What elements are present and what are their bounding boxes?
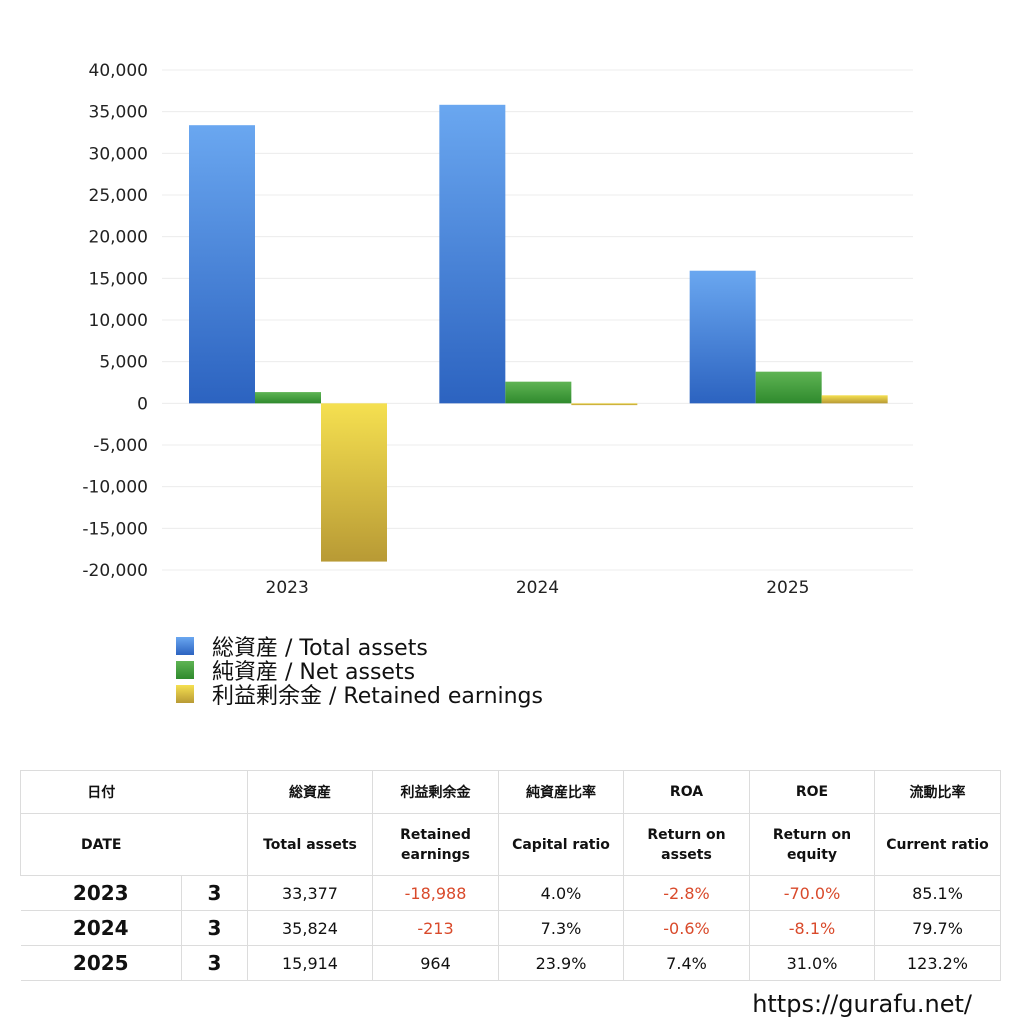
bar-retained-earnings	[321, 403, 387, 562]
bar-total-assets	[189, 125, 255, 404]
cell-month: 3	[181, 945, 248, 981]
header-date-en: DATE	[20, 813, 182, 876]
cell-capital-ratio: 4.0%	[498, 875, 624, 911]
header-capital-ratio-jp: 純資産比率	[498, 770, 624, 814]
y-tick-label: 15,000	[89, 269, 148, 289]
bar-net-assets	[255, 392, 321, 404]
bar-retained-earnings	[571, 403, 638, 406]
y-tick-label: 20,000	[89, 228, 148, 248]
legend-swatch-total-assets	[176, 637, 194, 655]
header-retained-en: Retained earnings	[372, 813, 499, 876]
legend-swatch-retained-earnings	[176, 685, 194, 703]
y-axis-ticks: 40,000 35,000 30,000 25,000 20,000 15,000 10,0…	[82, 61, 148, 581]
header-total-assets-jp: 総資産	[247, 770, 373, 814]
y-tick-label: 25,000	[89, 186, 148, 206]
cell-total-assets: 15,914	[247, 945, 373, 981]
cell-current-ratio: 123.2%	[874, 945, 1001, 981]
cell-retained: -18,988	[372, 875, 499, 911]
y-tick-label: 0	[137, 394, 148, 414]
y-tick-label: -10,000	[82, 478, 148, 498]
bar-net-assets	[755, 371, 822, 404]
cell-retained: -213	[372, 910, 499, 946]
cell-total-assets: 35,824	[247, 910, 373, 946]
legend-item-net-assets: 純資産 / Net assets	[176, 658, 543, 685]
y-tick-label: 30,000	[89, 144, 148, 164]
header-capital-ratio-en: Capital ratio	[498, 813, 624, 876]
cell-roa: -2.8%	[623, 875, 750, 911]
x-tick-label: 2025	[766, 578, 809, 598]
cell-roa: 7.4%	[623, 945, 750, 981]
gridlines	[162, 69, 913, 571]
y-tick-label: -5,000	[93, 436, 148, 456]
y-tick-label: 5,000	[99, 353, 148, 373]
legend-label-retained-earnings: 利益剰余金 / Retained earnings	[212, 684, 543, 709]
header-current-ratio-en: Current ratio	[874, 813, 1001, 876]
cell-current-ratio: 85.1%	[874, 875, 1001, 911]
header-blank-jp	[181, 770, 248, 814]
legend-item-retained-earnings: 利益剰余金 / Retained earnings	[176, 682, 543, 709]
legend-swatch-net-assets	[176, 661, 194, 679]
cell-current-ratio: 79.7%	[874, 910, 1001, 946]
x-tick-label: 2024	[516, 578, 559, 598]
x-tick-label: 2023	[266, 578, 309, 598]
cell-total-assets: 33,377	[247, 875, 373, 911]
cell-year: 2025	[20, 945, 182, 981]
cell-year: 2023	[20, 875, 182, 911]
cell-retained: 964	[372, 945, 499, 981]
header-roe-en-text: Return on equity	[772, 826, 852, 863]
legend-label-net-assets: 純資産 / Net assets	[212, 660, 416, 685]
legend-label-total-assets: 総資産 / Total assets	[212, 636, 428, 661]
header-total-assets-en: Total assets	[247, 813, 373, 876]
y-tick-label: -15,000	[82, 519, 148, 539]
table-row: 2023 3 33,377 -18,988 4.0% -2.8% -70.0% …	[20, 875, 1001, 911]
financial-table: 日付 総資産 利益剰余金 純資産比率 ROA ROE 流動比率 DATE Tot…	[20, 770, 1001, 981]
bar-retained-earnings	[821, 395, 888, 404]
header-retained-jp: 利益剰余金	[372, 770, 499, 814]
cell-year: 2024	[20, 910, 182, 946]
cell-month: 3	[181, 875, 248, 911]
header-date-jp: 日付	[20, 770, 182, 814]
y-tick-label: 40,000	[89, 61, 148, 81]
legend: 総資産 / Total assets 純資産 / Net assets 利益剰余…	[176, 634, 543, 709]
header-roe-en: Return on equity	[749, 813, 875, 876]
cell-roe: -8.1%	[749, 910, 875, 946]
table-header-jp: 日付 総資産 利益剰余金 純資産比率 ROA ROE 流動比率	[20, 770, 1001, 814]
y-tick-label: -20,000	[82, 561, 148, 581]
header-roa-en: Return on assets	[623, 813, 750, 876]
bar-total-assets	[689, 270, 756, 404]
bar-net-assets	[505, 381, 572, 404]
legend-item-total-assets: 総資産 / Total assets	[176, 634, 543, 661]
header-current-ratio-jp: 流動比率	[874, 770, 1001, 814]
bar-total-assets	[439, 104, 506, 404]
table-header-en: DATE Total assets Retained earnings Capi…	[20, 813, 1001, 876]
header-roa-en-text: Return on assets	[647, 826, 726, 863]
cell-capital-ratio: 23.9%	[498, 945, 624, 981]
header-roe-jp: ROE	[749, 770, 875, 814]
table-row: 2024 3 35,824 -213 7.3% -0.6% -8.1% 79.7…	[20, 910, 1001, 946]
x-axis-ticks: 2023 2024 2025	[266, 578, 810, 598]
header-blank-en	[181, 813, 248, 876]
cell-month: 3	[181, 910, 248, 946]
table-row: 2025 3 15,914 964 23.9% 7.4% 31.0% 123.2…	[20, 945, 1001, 981]
header-roa-jp: ROA	[623, 770, 750, 814]
cell-roe: -70.0%	[749, 875, 875, 911]
bar-chart: 40,000 35,000 30,000 25,000 20,000 15,000 10,0…	[82, 61, 913, 598]
cell-roe: 31.0%	[749, 945, 875, 981]
source-url: https://gurafu.net/	[752, 990, 972, 1018]
cell-roa: -0.6%	[623, 910, 750, 946]
y-tick-label: 10,000	[89, 311, 148, 331]
bars	[189, 104, 888, 562]
header-retained-en-text: Retained earnings	[400, 826, 471, 863]
y-tick-label: 35,000	[89, 103, 148, 123]
cell-capital-ratio: 7.3%	[498, 910, 624, 946]
